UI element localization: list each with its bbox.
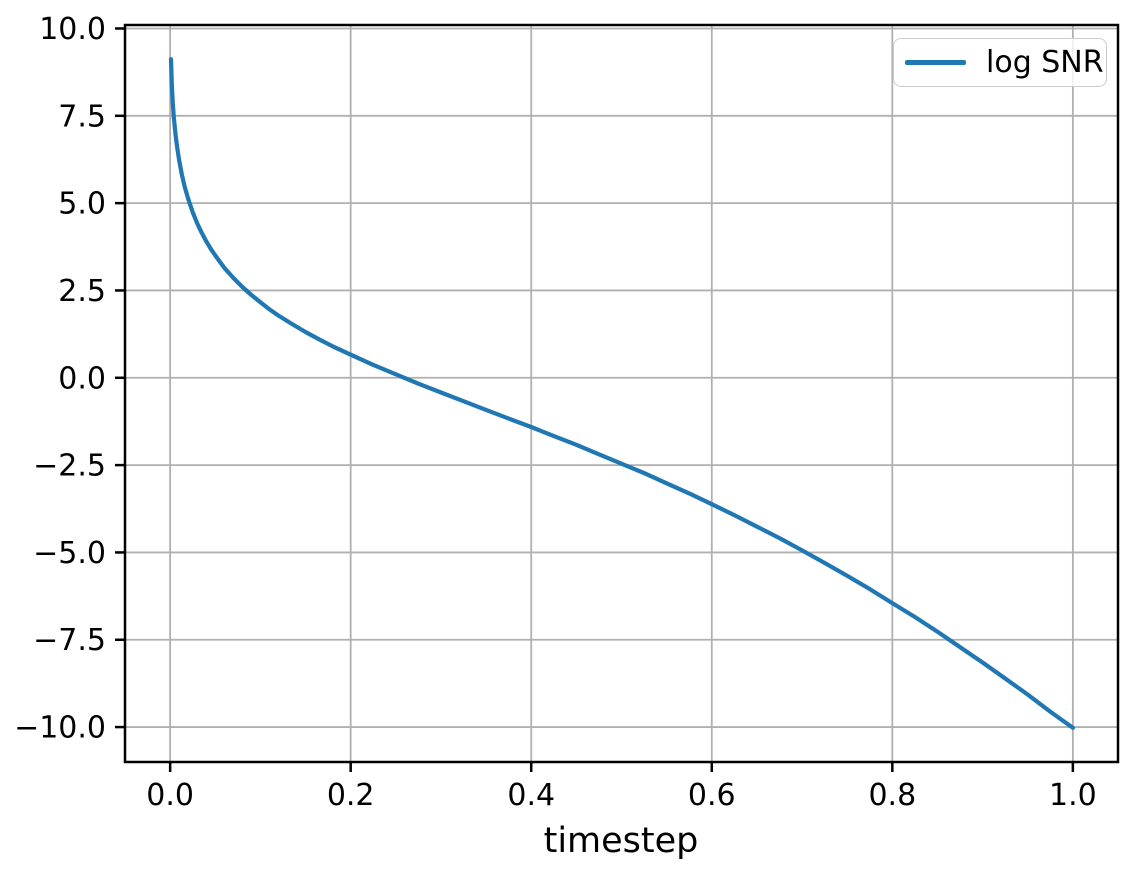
- axes-frame: [123, 23, 1120, 764]
- y-tick-label-−2.5: −2.5: [33, 449, 106, 484]
- x-tick-label-0.6: 0.6: [688, 778, 736, 813]
- y-tick-label-10.0: 10.0: [39, 12, 106, 47]
- x-tick-label-0.4: 0.4: [507, 778, 555, 813]
- legend: log SNR: [893, 38, 1107, 87]
- x-tick-label-1.0: 1.0: [1049, 778, 1097, 813]
- axis-ticks: [115, 27, 1075, 772]
- axis-tick-labels: 0.0 0.2 0.4 0.6 0.8 1.0 10.0 7.5 5.0 2.5 0.0 −2.5 −5…: [14, 12, 1097, 813]
- y-tick-label-−5.0: −5.0: [33, 536, 106, 571]
- y-tick-label-−10.0: −10.0: [14, 711, 106, 746]
- axes-spines: [123, 23, 1120, 764]
- series-curves: [168, 57, 1076, 730]
- y-tick-label-2.5: 2.5: [58, 274, 106, 309]
- x-tick-label-0.2: 0.2: [327, 778, 375, 813]
- x-tick-label-0.0: 0.0: [146, 778, 194, 813]
- y-tick-label-0.0: 0.0: [58, 361, 106, 396]
- x-axis-label: timestep: [544, 821, 699, 861]
- legend-line-swatch: [905, 60, 966, 65]
- y-tick-label-−7.5: −7.5: [33, 623, 106, 658]
- logsnr-curve: [168, 57, 1076, 730]
- y-tick-label-5.0: 5.0: [58, 187, 106, 222]
- y-tick-label-7.5: 7.5: [58, 99, 106, 134]
- x-tick-label-0.8: 0.8: [868, 778, 916, 813]
- legend-label: log SNR: [986, 44, 1104, 80]
